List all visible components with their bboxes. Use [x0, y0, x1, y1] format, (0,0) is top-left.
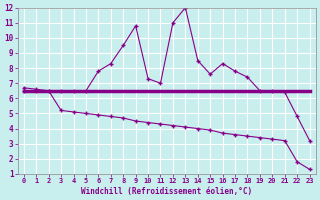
X-axis label: Windchill (Refroidissement éolien,°C): Windchill (Refroidissement éolien,°C)	[81, 187, 252, 196]
